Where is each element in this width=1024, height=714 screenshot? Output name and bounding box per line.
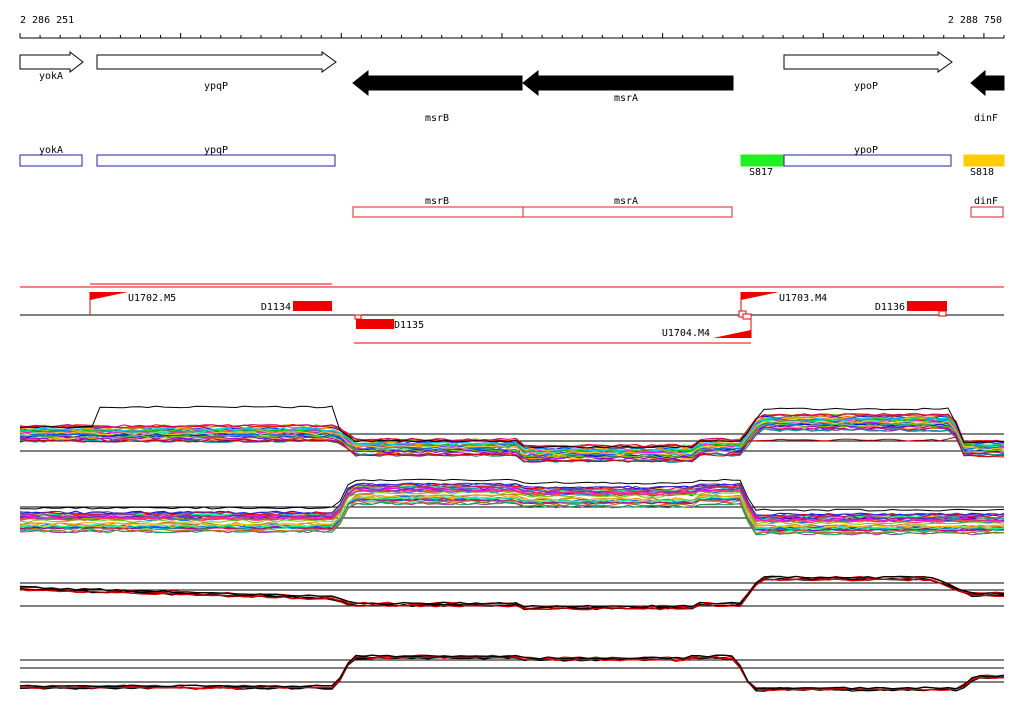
gene-label-ypqP: ypqP	[204, 81, 228, 92]
expression-panel-plus-summary	[19, 575, 1005, 611]
plus-feature-label-ypqP: ypqP	[204, 145, 228, 156]
ruler-start-label: 2 286 251	[20, 15, 74, 26]
gene-arrow-msrA[interactable]	[522, 69, 734, 97]
plus-feature-S818[interactable]	[963, 154, 1005, 167]
terminator-D1136[interactable]	[907, 301, 947, 311]
plus-feature-label-yokA: yokA	[39, 145, 63, 156]
expression-panel-minus-conditions	[19, 478, 1005, 536]
gene-arrow-msrB[interactable]	[352, 69, 523, 97]
terminator-label-D1136: D1136	[875, 302, 905, 313]
gene-track: yokA ypqP msrB msrA ypoP dinF	[19, 50, 1005, 124]
gene-arrow-yokA[interactable]	[19, 50, 84, 74]
gene-label-dinF: dinF	[974, 113, 998, 124]
gene-arrow-ypqP[interactable]	[96, 51, 337, 73]
minus-feature-label-msrA: msrA	[614, 196, 638, 207]
ruler-ticks	[19, 33, 1005, 38]
terminator-D1135[interactable]	[356, 319, 394, 329]
gene-label-yokA: yokA	[39, 71, 63, 82]
gene-label-msrA: msrA	[614, 93, 638, 104]
minus-feature-msrA[interactable]	[522, 206, 733, 218]
promoter-label-U1702.M5: U1702.M5	[128, 293, 176, 304]
promoter-U1703.M4[interactable]	[741, 292, 779, 300]
promoter-U1704.M4[interactable]	[713, 330, 751, 338]
plus-feature-label-S817: S817	[749, 167, 773, 178]
coordinate-ruler: 2 286 251 2 288 750	[19, 15, 1005, 39]
terminator-label-D1135: D1135	[394, 320, 424, 331]
minus-feature-track: msrB msrA dinF	[352, 196, 1004, 218]
gene-label-msrB: msrB	[425, 113, 449, 124]
plus-feature-track: yokA ypqP S817 ypoP S818	[19, 145, 1005, 178]
expression-panel-plus-conditions	[19, 405, 1005, 463]
gene-label-ypoP: ypoP	[854, 81, 878, 92]
promoter-label-U1703.M4: U1703.M4	[779, 293, 827, 304]
minus-feature-label-msrB: msrB	[425, 196, 449, 207]
plus-feature-ypoP[interactable]	[783, 154, 952, 167]
plus-feature-yokA[interactable]	[19, 154, 83, 167]
terminator-label-D1134: D1134	[261, 302, 291, 313]
ruler-end-label: 2 288 750	[948, 15, 1002, 26]
gene-arrow-ypoP[interactable]	[783, 51, 953, 73]
terminator-D1134[interactable]	[293, 301, 332, 311]
transcription-unit-track: U1702.M5 D1134 U1703.M4 D1136 D1135 U170…	[20, 283, 1004, 344]
minus-feature-label-dinF: dinF	[974, 196, 998, 207]
minus-feature-dinF[interactable]	[970, 206, 1004, 218]
expression-panel-minus-summary	[19, 654, 1005, 692]
minus-feature-msrB[interactable]	[352, 206, 524, 218]
plus-feature-label-S818: S818	[970, 167, 994, 178]
plus-feature-label-ypoP: ypoP	[854, 145, 878, 156]
promoter-U1702.M5[interactable]	[90, 292, 128, 300]
plus-feature-ypqP[interactable]	[96, 154, 336, 167]
promoter-label-U1704.M4: U1704.M4	[662, 328, 710, 339]
gene-arrow-dinF[interactable]	[970, 69, 1005, 97]
plus-feature-S817[interactable]	[740, 154, 785, 167]
